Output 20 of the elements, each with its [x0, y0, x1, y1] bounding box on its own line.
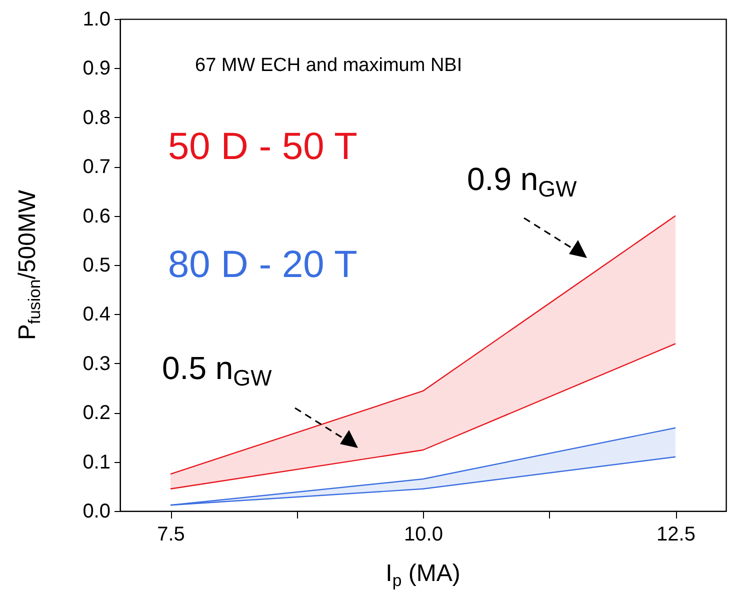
text: 80 D - 20 T — [168, 244, 358, 286]
y-tick-label: 0.2 — [82, 402, 110, 424]
x-axis-title: I$_{p}$ (MA) — [386, 560, 460, 590]
y-tick-label: 0.5 — [82, 254, 110, 276]
y-tick-label: 0.1 — [82, 451, 110, 474]
y-tick-label: 0.7 — [82, 156, 110, 178]
y-tick-label: 0.8 — [82, 106, 110, 129]
y-tick-label: 0.4 — [82, 304, 110, 326]
x-tick-label: 10.0 — [404, 524, 443, 546]
y-tick-label: 1.0 — [82, 8, 110, 30]
y-tick-label: 0.6 — [82, 205, 110, 228]
text: 50 D - 50 T — [168, 126, 358, 168]
x-tick-label: 12.5 — [656, 524, 696, 546]
y-tick-label: 0.0 — [82, 500, 110, 522]
y-tick-label: 0.9 — [82, 58, 110, 80]
y-tick-label: 0.3 — [82, 352, 110, 375]
annotation: 0.5 n$_{GW}$ — [162, 350, 272, 391]
annotation: 0.9 n$_{GW}$ — [467, 161, 577, 202]
annotation: 67 MW ECH and maximum NBI — [195, 55, 462, 76]
x-tick-label: 7.5 — [157, 524, 185, 546]
